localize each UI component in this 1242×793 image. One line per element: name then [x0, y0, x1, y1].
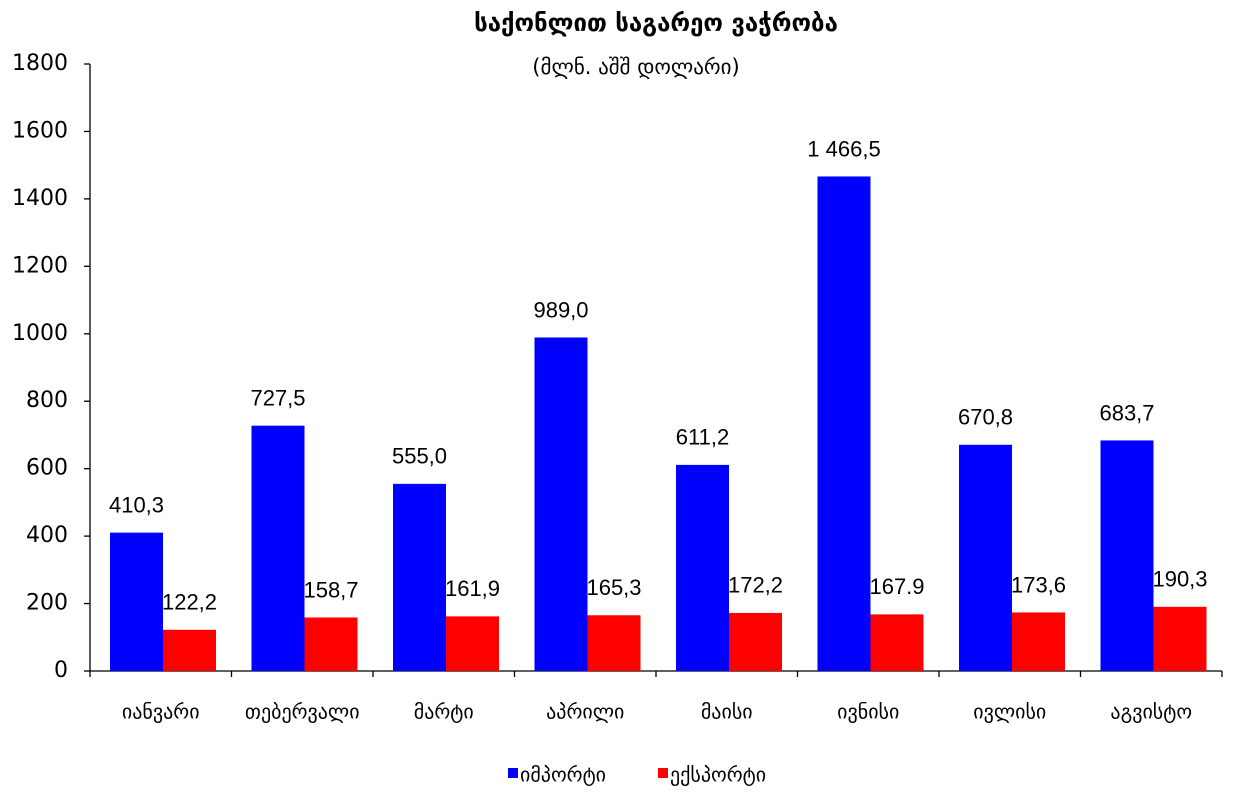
y-tick-label: 1000	[12, 321, 68, 346]
chart-subtitle: (მლნ. აშშ დოლარი)	[532, 55, 739, 79]
y-tick-label: 600	[26, 456, 68, 481]
x-tick-label: აპრილი	[546, 700, 624, 724]
y-tick-label: 1200	[12, 253, 68, 278]
value-label: 555,0	[392, 444, 447, 469]
value-label: 190,3	[1152, 567, 1207, 592]
y-tick-label: 0	[54, 658, 68, 683]
y-tick-label: 1400	[12, 186, 68, 211]
y-tick-label: 200	[26, 591, 68, 616]
value-label: 172,2	[728, 573, 783, 598]
y-tick-label: 400	[26, 523, 68, 548]
bar	[304, 617, 358, 671]
x-tick-label: იანვარი	[122, 700, 200, 724]
bar	[729, 612, 782, 671]
value-label: 683,7	[1099, 400, 1154, 425]
legend-label: ექსპორტი	[670, 763, 766, 787]
value-label: 167.9	[869, 574, 924, 599]
value-label: 670,8	[958, 405, 1013, 430]
bar	[1100, 440, 1154, 671]
x-tick-label: აგვისტო	[1110, 700, 1192, 724]
chart-title: საქონლით საგარეო ვაჭრობა	[474, 9, 838, 37]
value-label: 989,0	[533, 297, 588, 322]
value-label: 173,6	[1011, 572, 1066, 597]
x-tick-label: ივნისი	[837, 700, 899, 724]
y-tick-label: 800	[26, 388, 68, 413]
x-tick-label: მაისი	[701, 700, 753, 724]
value-label: 165,3	[586, 575, 641, 600]
x-tick-label: ივლისი	[973, 700, 1046, 724]
bar	[1153, 606, 1207, 671]
bar	[163, 629, 216, 671]
bar	[393, 483, 446, 671]
x-tick-label: მარტი	[414, 700, 474, 724]
value-label: 410,3	[109, 492, 164, 517]
bar	[870, 614, 924, 671]
value-label: 727,5	[250, 385, 305, 410]
legend-label: იმპორტი	[520, 763, 606, 787]
legend-swatch	[508, 768, 518, 778]
bar	[959, 444, 1012, 671]
x-tick-label: თებერვალი	[245, 700, 360, 724]
legend-swatch	[658, 768, 668, 778]
bar	[676, 464, 729, 671]
y-tick-label: 1600	[12, 118, 68, 143]
bar	[446, 616, 499, 671]
bar	[1012, 612, 1065, 671]
bar	[534, 337, 588, 671]
y-tick-label: 1800	[12, 51, 68, 76]
value-label: 122,2	[162, 590, 217, 615]
bar	[251, 425, 305, 671]
value-label: 611,2	[676, 425, 729, 450]
value-label: 161,9	[445, 576, 500, 601]
value-label: 158,7	[303, 577, 358, 602]
value-label: 1 466,5	[807, 136, 880, 161]
bar	[817, 176, 871, 671]
bar	[110, 532, 163, 671]
bar	[587, 615, 641, 671]
